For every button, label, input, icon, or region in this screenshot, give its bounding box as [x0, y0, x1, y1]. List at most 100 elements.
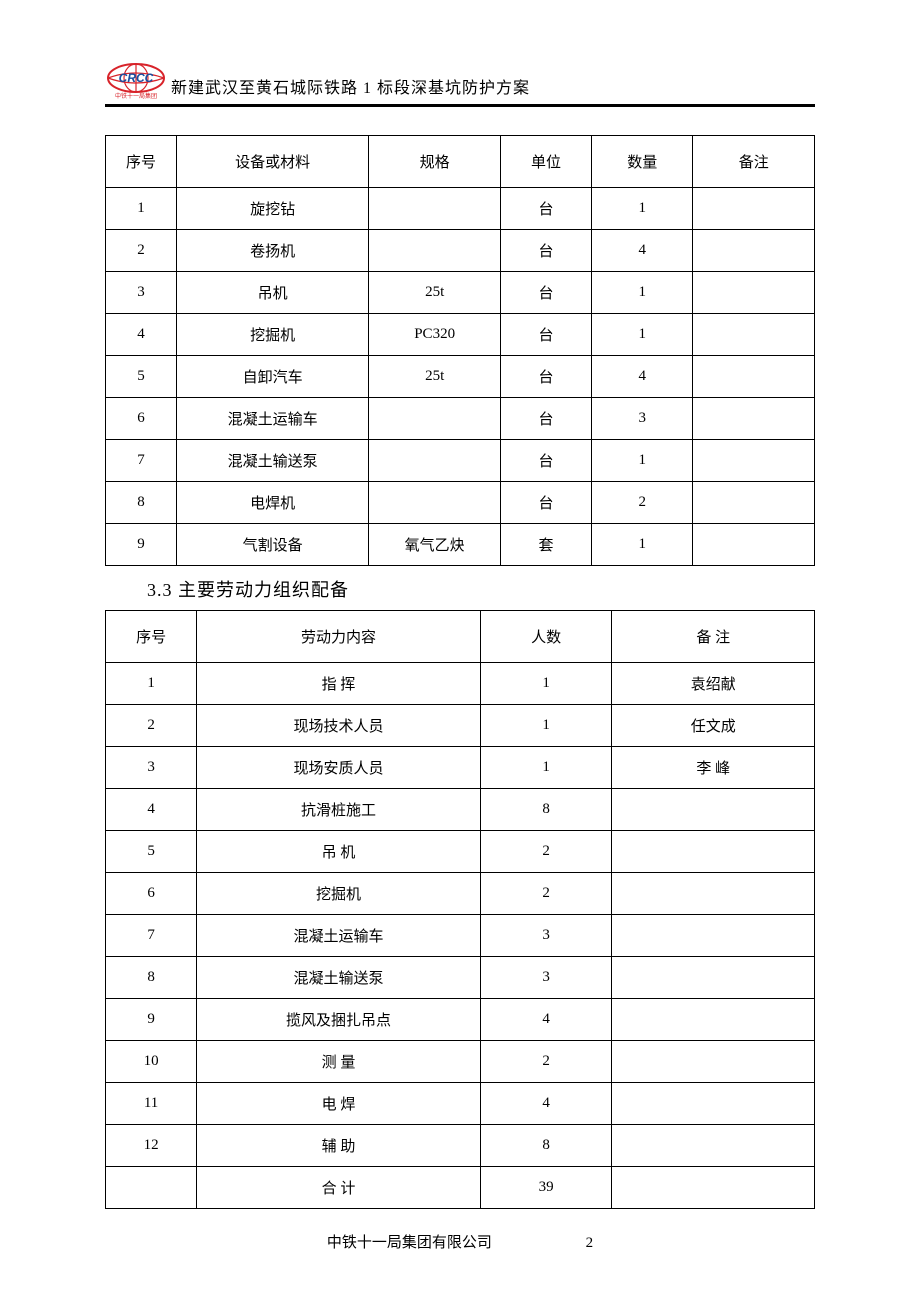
table-cell: 2: [480, 1041, 612, 1083]
table-cell: [612, 957, 815, 999]
table-row: 2卷扬机 台4: [106, 230, 815, 272]
table-cell: 6: [106, 873, 197, 915]
equipment-table-body: 1旋挖钻台12卷扬机台43吊机25t台14挖掘机PC320台15自卸汽车25t台…: [106, 188, 815, 566]
table-cell: PC320: [369, 314, 501, 356]
table-cell: 氧气乙炔: [369, 524, 501, 566]
table-row: 1旋挖钻台1: [106, 188, 815, 230]
table-cell: 11: [106, 1083, 197, 1125]
table-cell: [612, 1041, 815, 1083]
table-cell: 8: [106, 957, 197, 999]
table-cell: [612, 915, 815, 957]
table-cell: 3: [480, 957, 612, 999]
table-cell: [693, 524, 815, 566]
table-cell: 台: [500, 440, 591, 482]
equipment-table-header-row: 序号设备或材料规格单位数量备注: [106, 136, 815, 188]
table-cell: 台: [500, 188, 591, 230]
table-row: 4挖掘机PC320台1: [106, 314, 815, 356]
equipment-table: 序号设备或材料规格单位数量备注 1旋挖钻台12卷扬机台43吊机25t台14挖掘机…: [105, 135, 815, 566]
table-cell: [369, 230, 501, 272]
table-cell: 6: [106, 398, 177, 440]
labor-table: 序号劳动力内容人数备 注 1指 挥1袁绍献2现场技术人员1任文成3现场安质人员1…: [105, 610, 815, 1209]
table-cell: 挖掘机: [176, 314, 368, 356]
table-row: 8混凝土输送泵3: [106, 957, 815, 999]
table-cell: [693, 398, 815, 440]
table-cell: 7: [106, 440, 177, 482]
footer-page-number: 2: [586, 1235, 594, 1252]
page-footer: 中铁十一局集团有限公司 2: [0, 1231, 920, 1252]
page: CRCC 中铁十一局集团 新建武汉至黄石城际铁路 1 标段深基坑防护方案 序号设…: [0, 0, 920, 1302]
table-cell: 4: [106, 789, 197, 831]
table-cell: 12: [106, 1125, 197, 1167]
table-cell: [106, 1167, 197, 1209]
table-cell: 指 挥: [197, 663, 481, 705]
table-cell: 台: [500, 272, 591, 314]
table-cell: 4: [106, 314, 177, 356]
table-cell: 合 计: [197, 1167, 481, 1209]
table-row: 5自卸汽车25t台4: [106, 356, 815, 398]
table-cell: 袁绍献: [612, 663, 815, 705]
table-cell: 2: [480, 831, 612, 873]
svg-text:CRCC: CRCC: [119, 71, 154, 85]
table-row: 10测 量2: [106, 1041, 815, 1083]
table-cell: 4: [480, 1083, 612, 1125]
table-cell: [612, 1125, 815, 1167]
table-cell: 辅 助: [197, 1125, 481, 1167]
table-cell: 吊机: [176, 272, 368, 314]
table-cell: 9: [106, 999, 197, 1041]
table-cell: 4: [592, 356, 693, 398]
table-cell: 25t: [369, 356, 501, 398]
labor-table-header-row: 序号劳动力内容人数备 注: [106, 611, 815, 663]
table-cell: 1: [106, 188, 177, 230]
table-cell: [369, 482, 501, 524]
table-cell: [612, 999, 815, 1041]
table-cell: [693, 314, 815, 356]
labor-table-header-cell: 备 注: [612, 611, 815, 663]
table-cell: 2: [106, 230, 177, 272]
table-cell: 台: [500, 482, 591, 524]
table-row: 4抗滑桩施工8: [106, 789, 815, 831]
crcc-logo-icon: CRCC 中铁十一局集团: [105, 60, 167, 100]
table-row: 2现场技术人员1任文成: [106, 705, 815, 747]
table-cell: 测 量: [197, 1041, 481, 1083]
table-cell: 1: [480, 663, 612, 705]
table-row: 11电 焊4: [106, 1083, 815, 1125]
table-cell: 10: [106, 1041, 197, 1083]
table-cell: 电 焊: [197, 1083, 481, 1125]
table-cell: 电焊机: [176, 482, 368, 524]
equipment-table-header-cell: 规格: [369, 136, 501, 188]
header-rule: [105, 104, 815, 107]
labor-table-body: 1指 挥1袁绍献2现场技术人员1任文成3现场安质人员1李 峰4抗滑桩施工85吊 …: [106, 663, 815, 1209]
table-cell: [693, 356, 815, 398]
table-row: 8电焊机台2: [106, 482, 815, 524]
table-row: 9气割设备氧气乙炔套1: [106, 524, 815, 566]
table-cell: [612, 1083, 815, 1125]
table-cell: 1: [480, 747, 612, 789]
table-cell: 台: [500, 230, 591, 272]
table-cell: [369, 188, 501, 230]
table-cell: 卷扬机: [176, 230, 368, 272]
table-cell: [693, 230, 815, 272]
table-cell: 混凝土输送泵: [176, 440, 368, 482]
equipment-table-header-cell: 序号: [106, 136, 177, 188]
table-cell: 自卸汽车: [176, 356, 368, 398]
equipment-table-header-cell: 单位: [500, 136, 591, 188]
table-cell: 2: [480, 873, 612, 915]
equipment-table-header-cell: 数量: [592, 136, 693, 188]
table-cell: 1: [106, 663, 197, 705]
table-cell: 现场技术人员: [197, 705, 481, 747]
table-row: 7混凝土输送泵台1: [106, 440, 815, 482]
table-cell: 揽风及捆扎吊点: [197, 999, 481, 1041]
table-row: 12辅 助8: [106, 1125, 815, 1167]
table-row: 合 计39: [106, 1167, 815, 1209]
table-cell: 3: [106, 747, 197, 789]
table-cell: 4: [592, 230, 693, 272]
table-cell: 3: [480, 915, 612, 957]
table-cell: [693, 188, 815, 230]
header-title: 新建武汉至黄石城际铁路 1 标段深基坑防护方案: [171, 74, 530, 100]
equipment-table-head: 序号设备或材料规格单位数量备注: [106, 136, 815, 188]
labor-table-header-cell: 劳动力内容: [197, 611, 481, 663]
table-row: 3吊机25t台1: [106, 272, 815, 314]
table-cell: [693, 482, 815, 524]
page-header: CRCC 中铁十一局集团 新建武汉至黄石城际铁路 1 标段深基坑防护方案: [105, 60, 815, 100]
table-cell: 9: [106, 524, 177, 566]
